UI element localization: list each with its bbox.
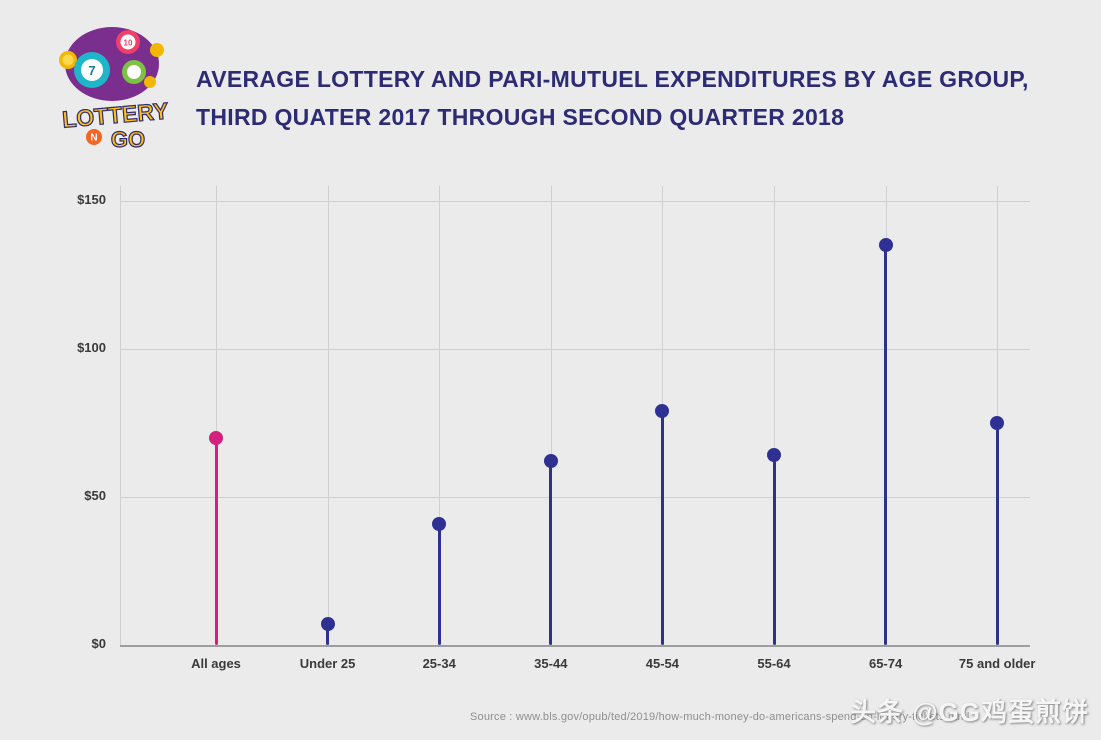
coin-inner: [62, 54, 74, 66]
x-tick-label: 55-64: [757, 656, 791, 671]
gridline-v: [327, 186, 329, 645]
gridline-h: [120, 645, 1030, 647]
y-tick-label: $0: [91, 636, 106, 651]
y-tick-label: $100: [77, 339, 106, 355]
lollipop-stem: [437, 523, 441, 645]
gridline-v: [774, 186, 775, 645]
lottery-ball-pink-inner: [120, 34, 136, 50]
title-line-2: THIRD QUATER 2017 THROUGH SECOND QUARTER…: [196, 104, 845, 130]
y-tick-label: $150: [77, 191, 106, 207]
x-tick-label: All ages: [191, 656, 241, 671]
gridline-h: [120, 496, 1030, 498]
logo-text-go: GO: [111, 127, 145, 152]
logo-text-n: N: [90, 133, 97, 144]
ball-number-7: 7: [88, 63, 95, 78]
gridline-h: [120, 348, 1030, 350]
lollipop-dot: [543, 454, 558, 469]
chart-title: AVERAGE LOTTERY AND PARI-MUTUEL EXPENDIT…: [196, 60, 1086, 136]
lollipop-dot: [990, 415, 1005, 430]
lollipop-stem: [326, 624, 330, 645]
lottery-n-go-logo-svg: 10 7 LOTTERY N GO: [59, 27, 170, 153]
x-tick-label: 35-44: [534, 656, 568, 671]
coin-icon: [144, 76, 156, 88]
ball-number-10: 10: [124, 39, 133, 48]
logo-n-badge: [86, 129, 102, 145]
lollipop-stem: [549, 461, 553, 645]
lollipop-dot: [767, 448, 781, 463]
lottery-ball-green-inner: [127, 65, 141, 79]
gridline-v: [216, 186, 217, 645]
x-tick-label: Under 25: [299, 656, 356, 671]
x-tick-label: 45-54: [645, 656, 680, 671]
lottery-n-go-logo: 10 7 LOTTERY N GO: [50, 20, 182, 162]
gridline-h: [120, 200, 1030, 202]
gridline-v: [439, 186, 441, 645]
x-tick-label: 75 and older: [958, 656, 1036, 671]
lollipop-dot: [320, 617, 335, 632]
x-tick-label: 25-34: [422, 656, 456, 671]
y-tick-label: $50: [84, 487, 106, 503]
title-line-1: AVERAGE LOTTERY AND PARI-MUTUEL EXPENDIT…: [196, 66, 1029, 92]
coin-icon: [150, 43, 164, 57]
lollipop-stem: [660, 411, 664, 645]
lollipop-chart: $0 $50 $100 $150 All ages Under 25 25-34 35-44 4…: [77, 186, 1035, 671]
lollipop-stem: [995, 422, 999, 645]
lollipop-dot: [209, 430, 223, 445]
lollipop-dot: [878, 238, 893, 253]
lottery-ball-teal-inner: [81, 59, 103, 81]
gridline-v: [997, 186, 999, 645]
lollipop-dot: [655, 404, 670, 419]
gridline-v: [550, 186, 552, 645]
lollipop-stem: [772, 455, 776, 645]
lollipop-dot: [432, 516, 447, 531]
lollipop-stem: [214, 437, 218, 645]
lollipop-stem: [884, 245, 888, 645]
source-text: Source : www.bls.gov/opub/ted/2019/how-m…: [470, 711, 970, 723]
watermark-text: 头条 @GG鸡蛋煎饼: [849, 697, 1089, 727]
x-tick-label: 65-74: [868, 656, 903, 671]
y-axis-line: [120, 186, 121, 645]
